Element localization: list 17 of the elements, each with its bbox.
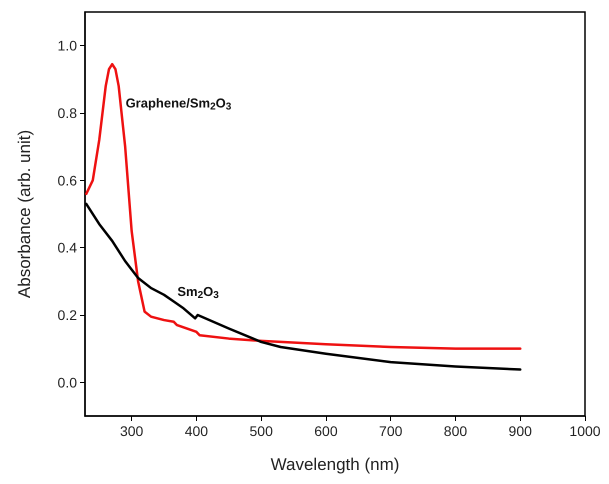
x-tick-label: 500 — [249, 423, 274, 439]
y-axis-title: Absorbance (arb. unit) — [15, 130, 34, 298]
y-tick-label: 0.0 — [58, 374, 78, 390]
x-tick-label: 1000 — [569, 423, 601, 439]
x-tick-label: 300 — [120, 423, 144, 439]
line-series — [85, 62, 522, 350]
x-tick-label: 800 — [444, 423, 468, 439]
x-axis-title: Wavelength (nm) — [270, 455, 400, 474]
y-tick-label: 0.2 — [58, 307, 78, 323]
y-tick-label: 0.6 — [58, 172, 78, 188]
y-tick-label: 0.8 — [58, 105, 78, 121]
x-tick-label: 700 — [379, 423, 403, 439]
x-tick-label: 600 — [314, 423, 338, 439]
y-tick-label: 0.4 — [58, 240, 78, 256]
y-tick-label: 1.0 — [58, 38, 78, 54]
x-tick-label: 400 — [184, 423, 208, 439]
x-tick-label: 900 — [508, 423, 532, 439]
